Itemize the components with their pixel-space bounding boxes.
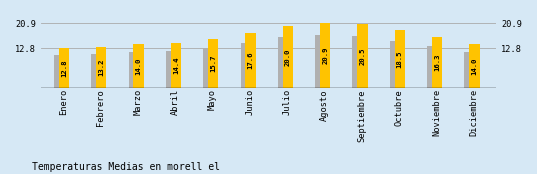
Bar (427, 46, 441, 88)
Bar (390, 41, 404, 88)
Text: 14.0: 14.0 (135, 57, 142, 75)
Text: 13.2: 13.2 (98, 58, 104, 76)
Bar (171, 43, 181, 88)
Text: 14.4: 14.4 (173, 57, 179, 74)
Text: 20.5: 20.5 (359, 47, 366, 65)
Text: 14.0: 14.0 (471, 57, 477, 75)
Text: 15.7: 15.7 (210, 55, 216, 72)
Bar (395, 30, 405, 88)
Text: 20.0: 20.0 (285, 48, 291, 66)
Bar (465, 52, 478, 88)
Text: 12.8: 12.8 (61, 59, 67, 77)
Bar (208, 39, 219, 88)
Bar (166, 51, 180, 88)
Bar (469, 44, 480, 88)
Bar (320, 23, 330, 88)
Bar (241, 43, 255, 88)
Bar (278, 37, 292, 88)
Bar (59, 48, 69, 88)
Bar (315, 35, 329, 88)
Bar (245, 33, 256, 88)
Bar (352, 36, 367, 88)
Bar (282, 26, 293, 88)
Bar (357, 24, 368, 88)
Bar (96, 47, 106, 88)
Text: 17.6: 17.6 (248, 52, 253, 69)
Text: Temperaturas Medias en morell el: Temperaturas Medias en morell el (32, 162, 220, 172)
Bar (432, 37, 442, 88)
Bar (91, 54, 105, 88)
Bar (203, 48, 217, 88)
Text: 16.3: 16.3 (434, 54, 440, 71)
Bar (133, 44, 144, 88)
Text: 20.9: 20.9 (322, 47, 328, 64)
Bar (54, 55, 68, 88)
Bar (128, 52, 143, 88)
Text: 18.5: 18.5 (397, 50, 403, 68)
